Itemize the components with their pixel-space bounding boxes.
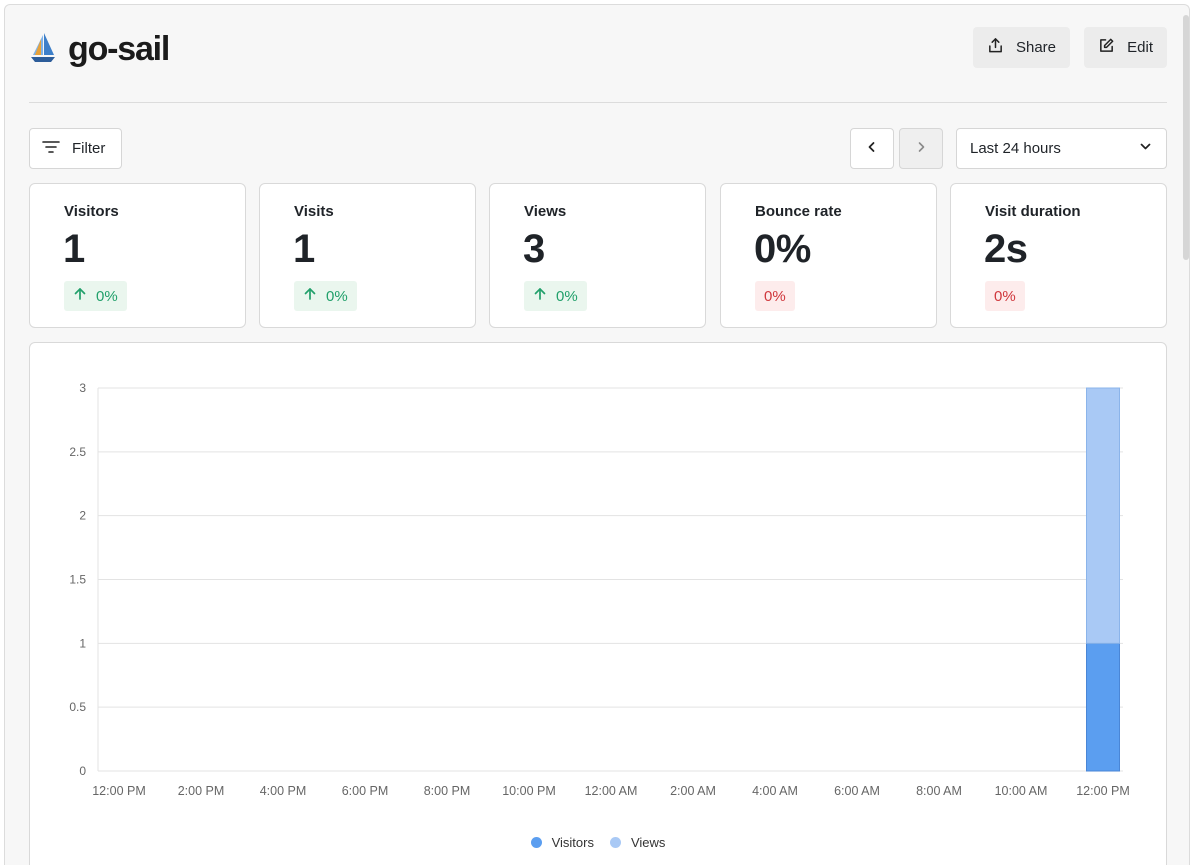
previous-period-button[interactable] [850,128,894,169]
edit-icon [1098,37,1115,58]
chart-card: 0 0.5 1 1.5 2 2.5 3 12:00 PM 2:00 PM 4:00 PM 6:00 … [29,342,1167,865]
filter-button[interactable]: Filter [29,128,122,169]
stat-label: Views [524,203,567,220]
sailboat-icon [29,31,57,65]
y-tick-label: 0.5 [69,700,86,714]
x-tick-label: 12:00 PM [1076,784,1130,798]
edit-label: Edit [1127,39,1153,56]
stat-value: 0% [754,227,811,271]
date-range-select[interactable]: Last 24 hours [956,128,1167,169]
y-tick-label: 3 [79,381,86,395]
date-range-label: Last 24 hours [970,140,1061,157]
x-tick-label: 2:00 PM [178,784,225,798]
stat-card-visitors[interactable]: Visitors 1 0% [29,183,246,328]
edit-button[interactable]: Edit [1084,27,1167,68]
stat-change-badge: 0% [64,281,127,311]
stat-change-badge: 0% [524,281,587,311]
y-tick-label: 1 [79,636,86,650]
x-tick-label: 8:00 AM [916,784,962,798]
arrow-up-icon [533,287,547,305]
y-tick-label: 2.5 [69,445,86,459]
stat-change-badge: 0% [755,281,795,311]
chevron-right-icon [915,140,927,158]
y-tick-label: 1.5 [69,573,86,587]
legend-item-views[interactable]: Views [609,835,666,850]
legend-dot [530,837,542,848]
stat-change-value: 0% [96,287,118,305]
stat-card-bounce-rate[interactable]: Bounce rate 0% 0% [720,183,937,328]
stat-label: Visits [294,203,334,220]
x-tick-label: 12:00 AM [585,784,638,798]
chart-legend: Visitors Views [30,835,1166,850]
legend-dot [609,837,621,848]
x-tick-label: 6:00 PM [342,784,389,798]
stat-value: 1 [63,227,85,271]
stat-label: Visit duration [985,203,1081,220]
stat-value: 1 [293,227,315,271]
chevron-down-icon [1139,140,1152,157]
stat-label: Bounce rate [755,203,842,220]
bar-visitors [1086,642,1120,772]
bar-views [1086,387,1120,644]
stat-change-value: 0% [326,287,348,305]
stat-change-value: 0% [764,287,786,305]
chevron-left-icon [866,140,878,158]
share-label: Share [1015,39,1056,56]
stat-value: 2s [984,227,1028,271]
next-period-button[interactable] [899,128,943,169]
header: go-sail Share Edit [29,27,1167,103]
y-tick-label: 2 [79,509,86,523]
filter-label: Filter [72,140,106,157]
stat-label: Visitors [64,203,119,220]
legend-label: Views [630,835,666,850]
stat-card-visits[interactable]: Visits 1 0% [259,183,476,328]
arrow-up-icon [73,287,87,305]
page: go-sail Share Edit Filter [4,4,1190,865]
share-icon [987,37,1004,58]
x-tick-label: 4:00 AM [752,784,798,798]
filter-icon [42,140,60,158]
arrow-up-icon [303,287,317,305]
legend-label: Visitors [551,835,594,850]
x-tick-label: 10:00 PM [502,784,556,798]
scrollbar[interactable] [1183,15,1189,260]
stat-change-badge: 0% [294,281,357,311]
x-tick-label: 6:00 AM [834,784,880,798]
x-tick-label: 4:00 PM [260,784,307,798]
x-tick-label: 2:00 AM [670,784,716,798]
stat-change-badge: 0% [985,281,1025,311]
visitors-chart: 0 0.5 1 1.5 2 2.5 3 12:00 PM 2:00 PM 4:00 PM 6:00 … [69,381,1130,798]
stat-change-value: 0% [556,287,578,305]
stat-card-views[interactable]: Views 3 0% [489,183,706,328]
share-button[interactable]: Share [972,27,1070,68]
stat-change-value: 0% [994,287,1016,305]
stat-card-visit-duration[interactable]: Visit duration 2s 0% [950,183,1167,328]
y-tick-label: 0 [79,764,86,778]
legend-item-visitors[interactable]: Visitors [530,835,594,850]
site-title: go-sail [68,30,170,68]
stat-value: 3 [523,227,545,271]
x-tick-label: 10:00 AM [995,784,1048,798]
x-tick-label: 8:00 PM [424,784,471,798]
x-tick-label: 12:00 PM [92,784,146,798]
